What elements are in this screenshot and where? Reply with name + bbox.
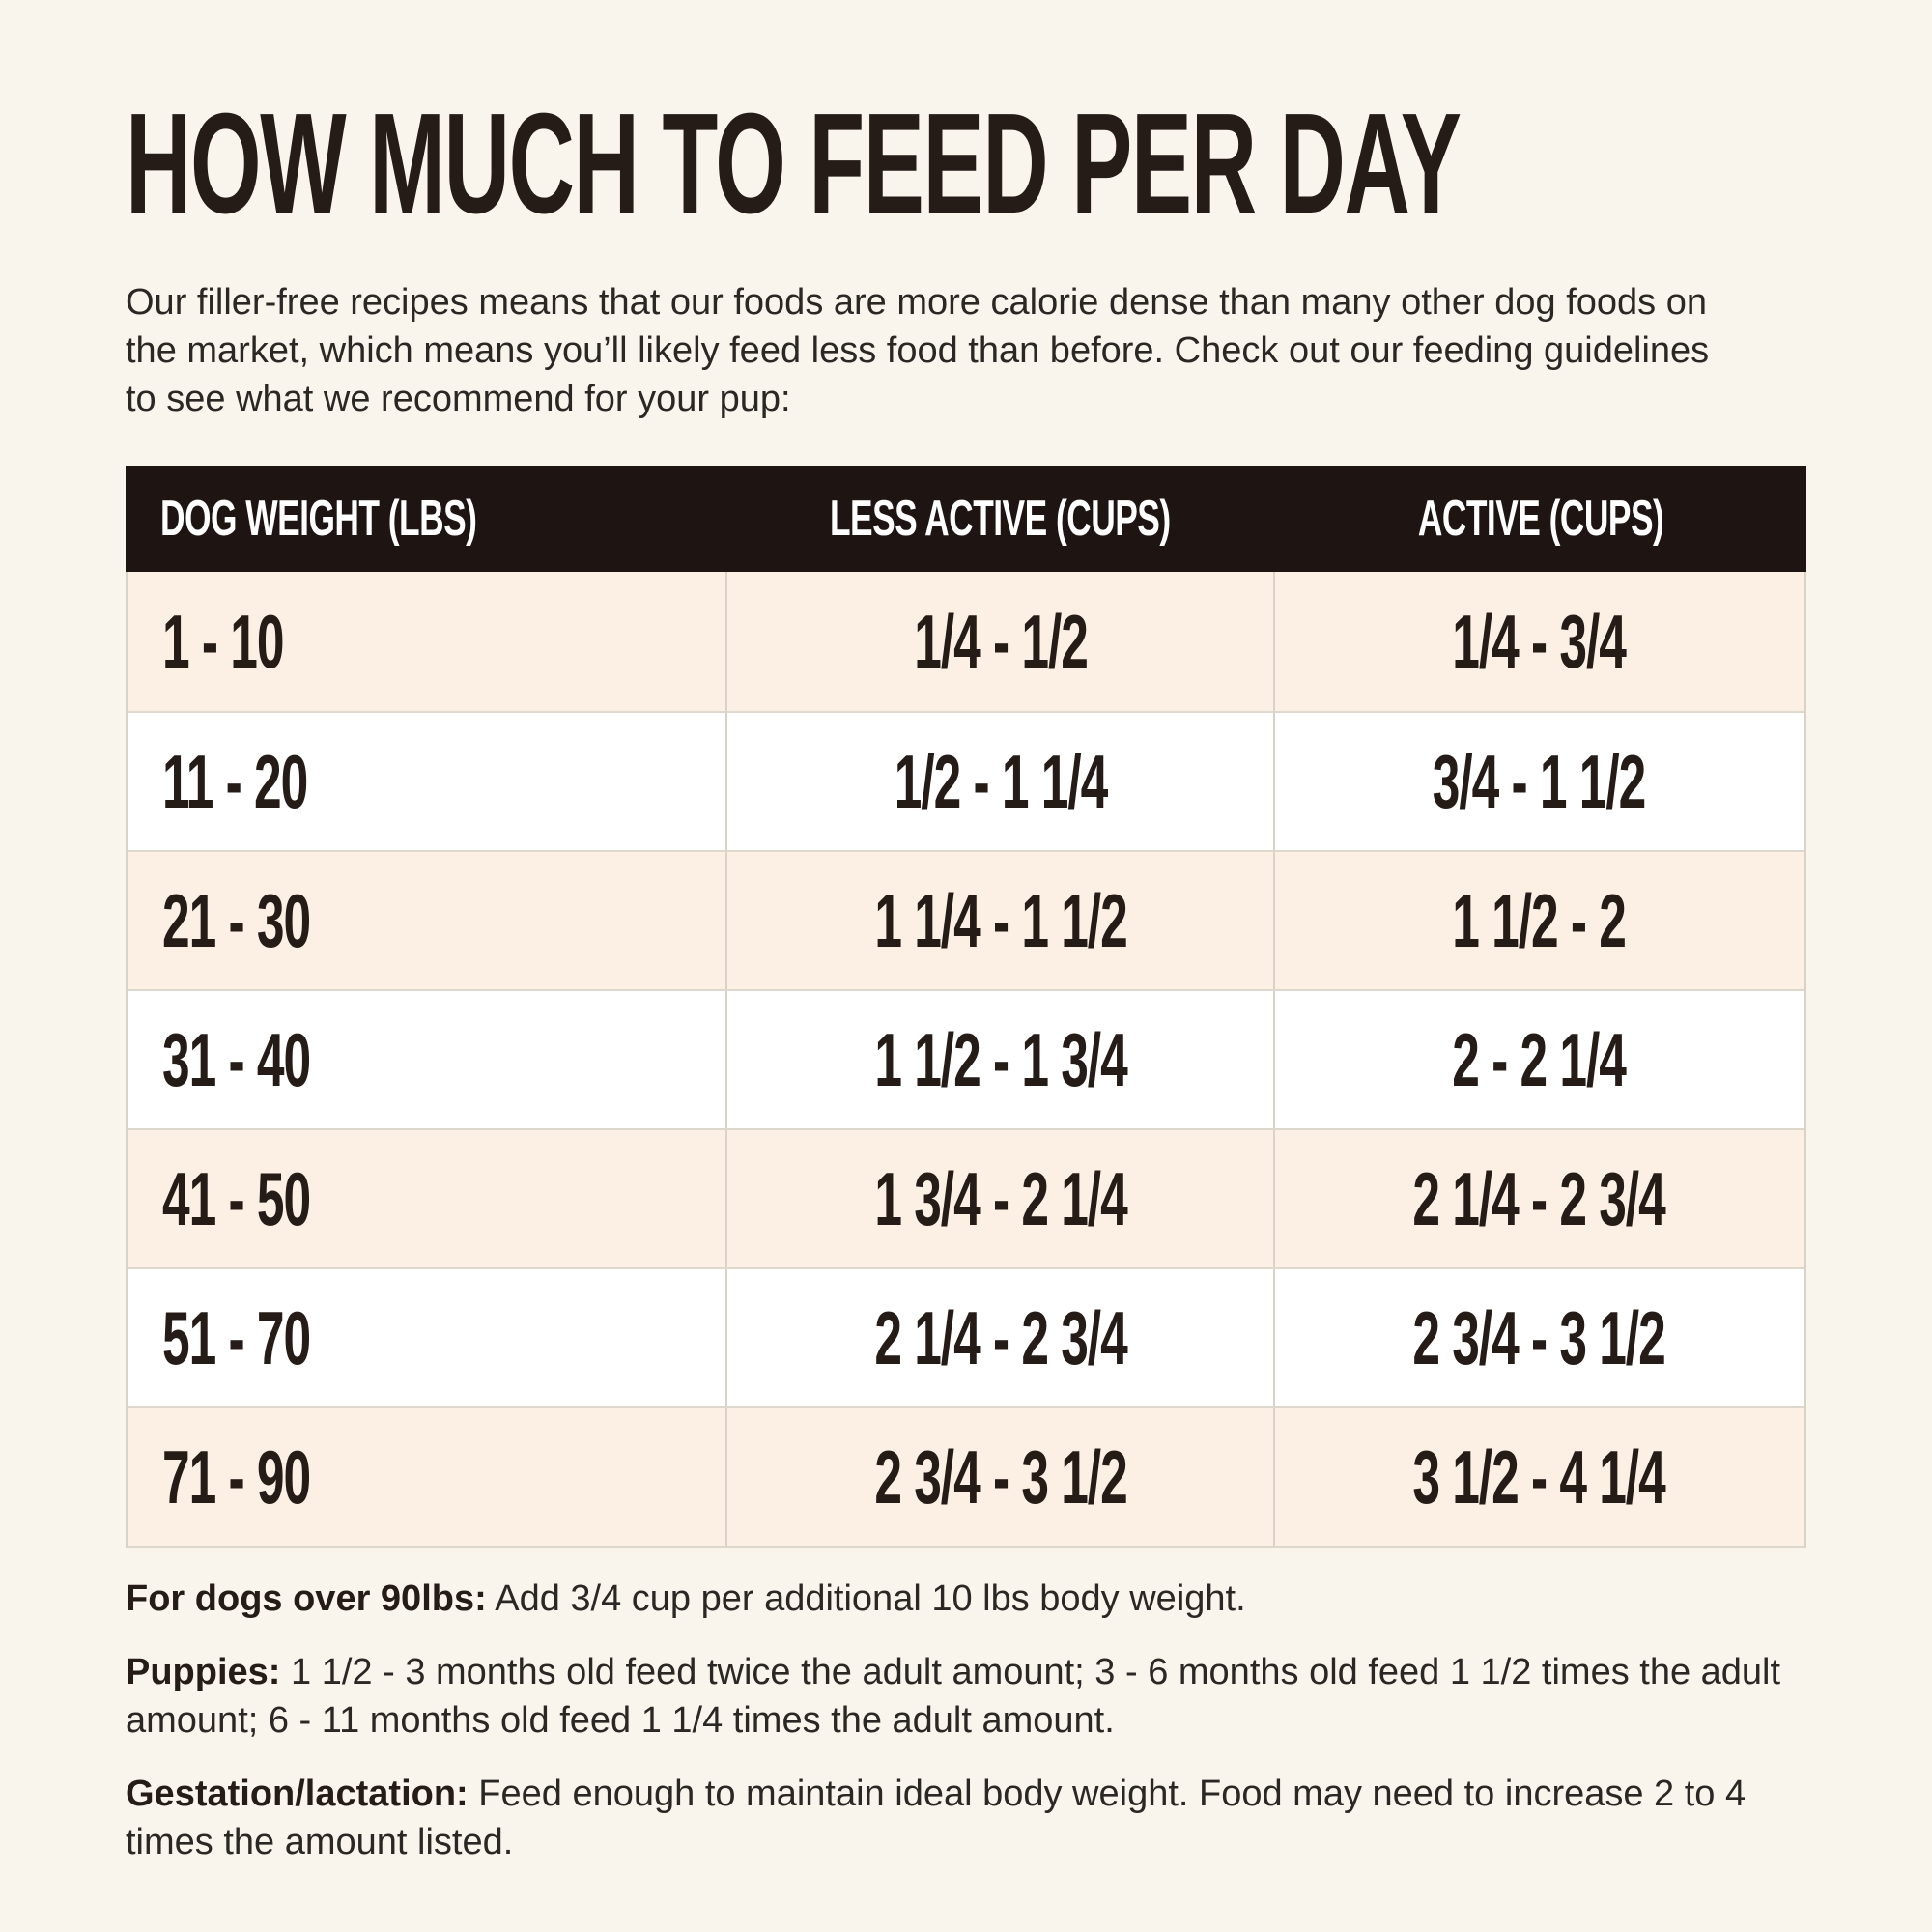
intro-paragraph: Our filler-free recipes means that our f… <box>126 282 1710 419</box>
cell-weight: 71 - 90 <box>128 1408 725 1546</box>
note-text: 1 1/2 - 3 months old feed twice the adul… <box>126 1652 1781 1741</box>
page-title: HOW MUCH TO FEED PER DAY <box>126 93 1806 245</box>
table-row: 31 - 40 1 1/2 - 1 3/4 2 - 2 1/4 <box>128 989 1804 1128</box>
table-row: 71 - 90 2 3/4 - 3 1/2 3 1/2 - 4 1/4 <box>128 1406 1804 1546</box>
cell-active: 2 - 2 1/4 <box>1273 991 1803 1128</box>
feeding-guide-page: HOW MUCH TO FEED PER DAY Our filler-free… <box>126 93 1806 1866</box>
feeding-notes: For dogs over 90lbs: Add 3/4 cup per add… <box>126 1575 1787 1866</box>
cell-active: 1/4 - 3/4 <box>1273 572 1803 711</box>
cell-weight: 51 - 70 <box>128 1269 725 1406</box>
page-title-text: HOW MUCH TO FEED PER DAY <box>126 84 1462 243</box>
cell-less-active: 2 3/4 - 3 1/2 <box>724 1408 1274 1546</box>
cell-active: 3/4 - 1 1/2 <box>1273 713 1803 850</box>
cell-less-active: 1 1/4 - 1 1/2 <box>724 852 1274 989</box>
active-value: 2 3/4 - 3 1/2 <box>1412 1294 1666 1380</box>
column-header-label: ACTIVE (CUPS) <box>1417 491 1664 547</box>
cell-less-active: 1 1/2 - 1 3/4 <box>724 991 1274 1128</box>
column-header-dog-weight: DOG WEIGHT (LBS) <box>126 490 725 548</box>
weight-value: 51 - 70 <box>162 1294 311 1380</box>
table-row: 51 - 70 2 1/4 - 2 3/4 2 3/4 - 3 1/2 <box>128 1267 1804 1406</box>
less-active-value: 1 3/4 - 2 1/4 <box>873 1155 1127 1241</box>
active-value: 1/4 - 3/4 <box>1452 598 1627 684</box>
table-header-row: DOG WEIGHT (LBS) LESS ACTIVE (CUPS) ACTI… <box>126 466 1806 572</box>
cell-weight: 41 - 50 <box>128 1130 725 1267</box>
cell-active: 1 1/2 - 2 <box>1273 852 1803 989</box>
weight-value: 21 - 30 <box>162 877 311 963</box>
note-label: Gestation/lactation: <box>126 1774 469 1814</box>
table-row: 21 - 30 1 1/4 - 1 1/2 1 1/2 - 2 <box>128 850 1804 989</box>
table-row: 11 - 20 1/2 - 1 1/4 3/4 - 1 1/2 <box>128 711 1804 850</box>
less-active-value: 1 1/2 - 1 3/4 <box>873 1016 1127 1102</box>
active-value: 3/4 - 1 1/2 <box>1432 738 1647 824</box>
cell-weight: 31 - 40 <box>128 991 725 1128</box>
active-value: 1 1/2 - 2 <box>1452 877 1627 963</box>
note-label: Puppies: <box>126 1652 281 1692</box>
note-label: For dogs over 90lbs: <box>126 1578 487 1619</box>
weight-value: 1 - 10 <box>162 598 285 684</box>
weight-value: 41 - 50 <box>162 1155 311 1241</box>
weight-value: 31 - 40 <box>162 1016 311 1102</box>
note-text: Feed enough to maintain ideal body weigh… <box>126 1774 1747 1862</box>
feeding-table: DOG WEIGHT (LBS) LESS ACTIVE (CUPS) ACTI… <box>126 466 1806 1548</box>
less-active-value: 2 1/4 - 2 3/4 <box>873 1294 1127 1380</box>
note-puppies: Puppies: 1 1/2 - 3 months old feed twice… <box>126 1648 1787 1745</box>
table-row: 1 - 10 1/4 - 1/2 1/4 - 3/4 <box>128 572 1804 711</box>
cell-less-active: 2 1/4 - 2 3/4 <box>724 1269 1274 1406</box>
table-body: 1 - 10 1/4 - 1/2 1/4 - 3/4 11 - 20 1/2 -… <box>126 572 1806 1548</box>
less-active-value: 2 3/4 - 3 1/2 <box>873 1434 1127 1520</box>
column-header-less-active: LESS ACTIVE (CUPS) <box>725 490 1275 548</box>
cell-active: 3 1/2 - 4 1/4 <box>1273 1408 1803 1546</box>
note-over-90lbs: For dogs over 90lbs: Add 3/4 cup per add… <box>126 1575 1787 1623</box>
cell-active: 2 3/4 - 3 1/2 <box>1273 1269 1803 1406</box>
less-active-value: 1/2 - 1 1/4 <box>894 738 1108 824</box>
note-gestation: Gestation/lactation: Feed enough to main… <box>126 1770 1787 1866</box>
column-header-label: DOG WEIGHT (LBS) <box>160 491 477 547</box>
weight-value: 11 - 20 <box>162 738 308 824</box>
active-value: 3 1/2 - 4 1/4 <box>1412 1434 1666 1520</box>
cell-less-active: 1 3/4 - 2 1/4 <box>724 1130 1274 1267</box>
less-active-value: 1 1/4 - 1 1/2 <box>873 877 1127 963</box>
column-header-active: ACTIVE (CUPS) <box>1275 490 1806 548</box>
cell-less-active: 1/2 - 1 1/4 <box>724 713 1274 850</box>
cell-weight: 21 - 30 <box>128 852 725 989</box>
column-header-label: LESS ACTIVE (CUPS) <box>830 491 1171 547</box>
cell-active: 2 1/4 - 2 3/4 <box>1273 1130 1803 1267</box>
cell-less-active: 1/4 - 1/2 <box>724 572 1274 711</box>
active-value: 2 1/4 - 2 3/4 <box>1412 1155 1666 1241</box>
note-text: Add 3/4 cup per additional 10 lbs body w… <box>495 1578 1246 1619</box>
table-row: 41 - 50 1 3/4 - 2 1/4 2 1/4 - 2 3/4 <box>128 1128 1804 1267</box>
less-active-value: 1/4 - 1/2 <box>913 598 1089 684</box>
weight-value: 71 - 90 <box>162 1434 311 1520</box>
cell-weight: 1 - 10 <box>128 572 725 711</box>
active-value: 2 - 2 1/4 <box>1452 1016 1627 1102</box>
cell-weight: 11 - 20 <box>128 713 725 850</box>
